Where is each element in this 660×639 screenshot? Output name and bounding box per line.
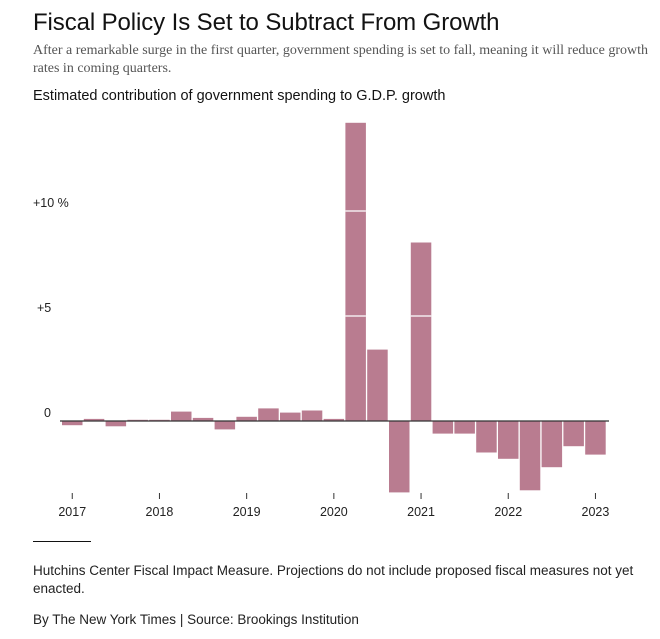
bar-2021-q1 bbox=[410, 242, 432, 421]
y-tick-label: +5 bbox=[37, 301, 51, 315]
bar-2019-q4 bbox=[301, 410, 323, 421]
bars-group bbox=[62, 122, 606, 493]
bar-2021-q4 bbox=[476, 421, 497, 453]
bar-2020-q4 bbox=[389, 421, 410, 493]
bar-2017-q2 bbox=[83, 418, 105, 421]
bar-overlay-gridlines bbox=[345, 210, 432, 317]
bar-2017-q3 bbox=[105, 421, 127, 427]
bar-2020-q1 bbox=[323, 418, 345, 421]
credit-line: By The New York Times | Source: Brooking… bbox=[33, 612, 359, 627]
bar-2018-q4 bbox=[214, 421, 236, 430]
bar-2020-q2 bbox=[345, 122, 366, 422]
bar-2018-q2 bbox=[171, 411, 192, 422]
x-tick-label: 2021 bbox=[407, 505, 435, 519]
y-tick-label: 0 bbox=[44, 406, 51, 420]
x-tick-label: 2018 bbox=[146, 505, 174, 519]
chart-title: Estimated contribution of government spe… bbox=[33, 88, 446, 104]
x-tick-label: 2023 bbox=[582, 505, 610, 519]
y-tick-label: +10 % bbox=[33, 196, 69, 210]
x-tick-label: 2019 bbox=[233, 505, 261, 519]
bar-2022-q1 bbox=[498, 421, 519, 459]
footnote: Hutchins Center Fiscal Impact Measure. P… bbox=[33, 563, 634, 596]
footnote-rule bbox=[33, 541, 91, 542]
bar-2022-q4 bbox=[563, 421, 584, 447]
bar-2019-q1 bbox=[236, 416, 257, 421]
headline: Fiscal Policy Is Set to Subtract From Gr… bbox=[33, 9, 500, 36]
bar-2020-q3 bbox=[367, 349, 388, 421]
x-tick-label: 2020 bbox=[320, 505, 348, 519]
bar-2019-q3 bbox=[280, 412, 301, 421]
x-tick-label: 2022 bbox=[494, 505, 522, 519]
bar-2021-q3 bbox=[454, 421, 475, 434]
bar-2018-q3 bbox=[192, 417, 214, 421]
bar-2023-q1 bbox=[585, 421, 606, 455]
bar-2017-q1 bbox=[62, 421, 83, 426]
bar-2022-q2 bbox=[519, 421, 541, 491]
bar-2021-q2 bbox=[432, 421, 454, 434]
dek: After a remarkable surge in the first qu… bbox=[33, 43, 648, 76]
x-tick-label: 2017 bbox=[58, 505, 86, 519]
y-axis: +10 % +5 0 bbox=[33, 196, 69, 420]
bar-2022-q3 bbox=[541, 421, 563, 468]
x-axis: 2017 2018 2019 2020 2021 2022 2023 bbox=[58, 493, 609, 519]
bar-chart: +10 % +5 0 2017 2018 2019 2020 2021 2022 2023 bbox=[33, 122, 609, 519]
bar-2019-q2 bbox=[258, 408, 279, 421]
